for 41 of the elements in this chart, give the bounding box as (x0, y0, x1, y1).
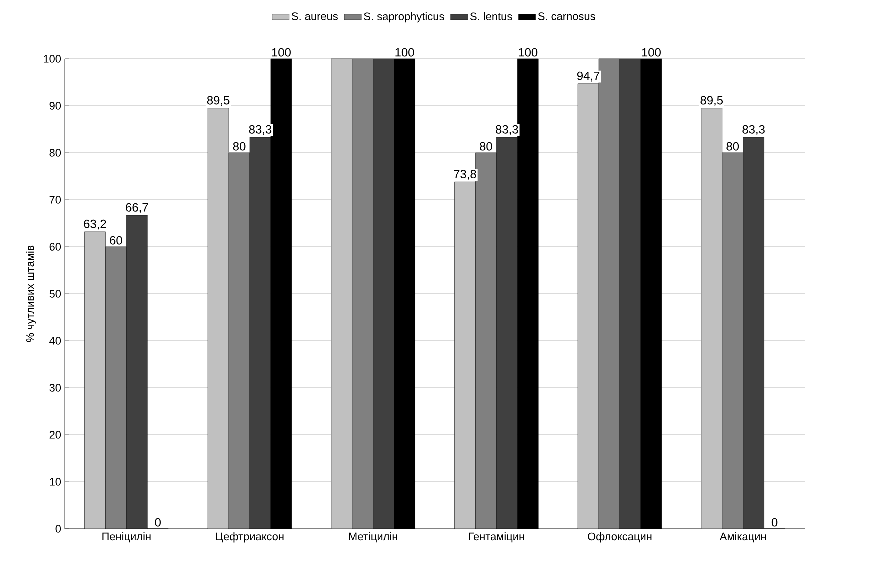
y-tick-label: 30 (50, 384, 62, 392)
data-label: 66,7 (126, 203, 148, 214)
x-tick-label: Гентаміцин (469, 532, 524, 543)
x-tick-label: Амікацин (720, 532, 766, 543)
data-label: 80 (233, 142, 246, 151)
data-label: 94,7 (577, 72, 600, 82)
data-label: 89,5 (700, 96, 724, 106)
legend-label: S. lentus (470, 12, 512, 21)
y-tick-label: 100 (44, 55, 62, 63)
data-label: 0 (772, 518, 778, 527)
y-tick-label: 0 (56, 525, 62, 533)
data-label: 100 (272, 48, 291, 57)
data-label: 0 (155, 518, 161, 527)
x-tick-label: Метіцилін (349, 532, 398, 543)
y-tick-label: 40 (50, 337, 62, 345)
y-tick-label: 50 (50, 290, 62, 298)
legend-label: S. aureus (292, 12, 338, 20)
data-label: 100 (396, 48, 414, 57)
y-tick-label: 60 (50, 243, 62, 251)
data-label: 89,5 (207, 96, 230, 106)
y-axis-title: % чутливих штамів (26, 246, 36, 342)
data-label: 83,3 (249, 125, 272, 136)
x-tick-label: Пеніцилін (102, 532, 151, 543)
x-tick-label: Цефтриаксон (216, 532, 284, 543)
y-tick-label: 70 (50, 196, 62, 204)
legend-label: S. saprophyticus (364, 12, 444, 23)
y-tick-label: 10 (50, 478, 62, 486)
data-label: 83,3 (742, 125, 765, 136)
legend-label: S. carnosus (538, 12, 596, 20)
data-label: 100 (519, 48, 538, 57)
data-label: 100 (642, 48, 661, 57)
data-label: 80 (726, 142, 740, 151)
data-label: 83,3 (496, 125, 518, 136)
y-tick-label: 20 (50, 431, 62, 439)
y-tick-label: 90 (50, 102, 62, 110)
data-label: 80 (480, 142, 492, 151)
data-label: 60 (110, 236, 122, 245)
y-tick-label: 80 (50, 149, 62, 157)
data-label: 73,8 (454, 170, 476, 180)
x-tick-label: Офлоксацин (588, 532, 652, 543)
data-label: 63,2 (84, 220, 106, 230)
